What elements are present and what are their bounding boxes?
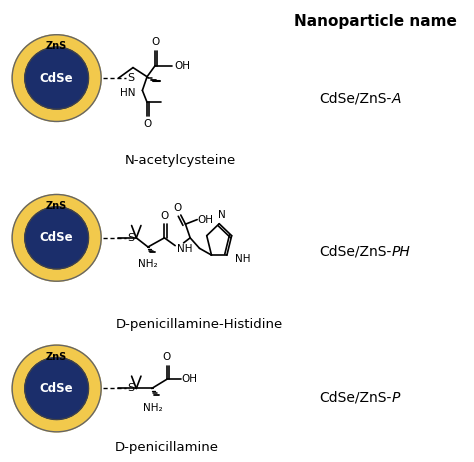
Text: CdSe: CdSe — [40, 72, 73, 85]
Text: ZnS: ZnS — [46, 42, 67, 51]
Circle shape — [12, 35, 101, 122]
Text: NH₂: NH₂ — [138, 259, 158, 269]
Text: ZnS: ZnS — [46, 352, 67, 362]
Circle shape — [25, 358, 89, 419]
Text: ZnS: ZnS — [46, 201, 67, 211]
Text: CdSe/ZnS-: CdSe/ZnS- — [319, 390, 392, 405]
Text: Nanoparticle name: Nanoparticle name — [294, 14, 457, 29]
Text: PH: PH — [392, 244, 410, 259]
Circle shape — [12, 345, 101, 432]
Text: O: O — [160, 211, 169, 221]
Text: OH: OH — [198, 214, 214, 225]
Text: A: A — [392, 91, 401, 106]
Text: N-acetylcysteine: N-acetylcysteine — [125, 154, 237, 167]
Text: O: O — [163, 353, 171, 362]
Text: D-penicillamine: D-penicillamine — [115, 441, 219, 454]
Text: O: O — [151, 37, 159, 48]
Text: NH₂: NH₂ — [143, 403, 163, 413]
Text: P: P — [392, 390, 400, 405]
Text: NH: NH — [177, 244, 192, 254]
Text: S: S — [128, 233, 135, 243]
Text: HN: HN — [120, 88, 136, 97]
Text: N: N — [218, 211, 226, 220]
Text: O: O — [174, 203, 182, 213]
Text: S: S — [128, 73, 135, 83]
Text: OH: OH — [174, 61, 191, 71]
Circle shape — [25, 47, 89, 109]
Text: O: O — [143, 119, 151, 129]
Text: S: S — [128, 383, 135, 394]
Text: D-penicillamine-Histidine: D-penicillamine-Histidine — [116, 318, 283, 331]
Circle shape — [12, 195, 101, 281]
Text: CdSe: CdSe — [40, 231, 73, 244]
Text: CdSe/ZnS-: CdSe/ZnS- — [319, 91, 392, 106]
Text: CdSe: CdSe — [40, 382, 73, 395]
Circle shape — [25, 207, 89, 269]
Text: OH: OH — [181, 374, 197, 384]
Text: CdSe/ZnS-: CdSe/ZnS- — [319, 244, 392, 259]
Text: NH: NH — [235, 254, 251, 264]
